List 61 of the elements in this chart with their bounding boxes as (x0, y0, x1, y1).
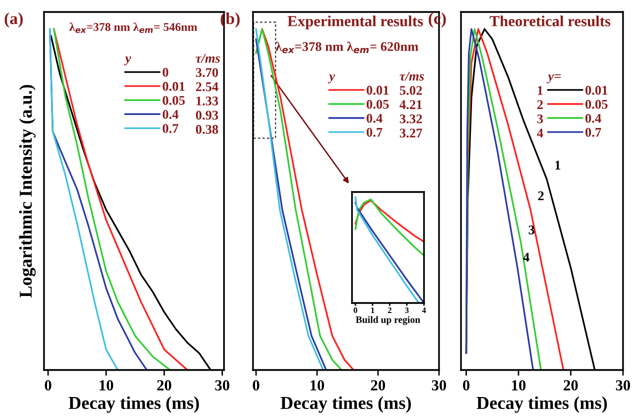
legend-label: 0.4 (585, 114, 602, 123)
x-tick-label: 30 (432, 380, 446, 390)
legend-label: 0 (162, 68, 168, 77)
annotation: 1.33 (196, 96, 218, 106)
annotation: 3.32 (400, 114, 422, 124)
annotation: 3 (537, 114, 543, 124)
annotation: 4 (536, 128, 544, 138)
annotation: 2 (538, 191, 544, 200)
x-tick-label: 0 (44, 380, 52, 390)
x-tick-label: 4 (422, 307, 426, 313)
annotation: 0.38 (196, 124, 218, 134)
x-tick-label: 30 (616, 380, 630, 390)
x-tick-label: 20 (564, 380, 578, 390)
x-tick-label: 0 (354, 307, 358, 314)
legend-label: 0.4 (162, 110, 178, 119)
x-tick-label: 30 (215, 380, 230, 390)
annotation: 1 (555, 160, 560, 170)
x-tick-label: 0 (462, 380, 470, 390)
x-tick-label: 20 (157, 380, 172, 390)
x-tick-label: 3 (405, 307, 409, 314)
annotation: 3.70 (196, 68, 218, 78)
x-tick-label: 2 (388, 307, 392, 313)
legend-label: 0.05 (585, 100, 608, 109)
legend-label: 0.05 (366, 100, 389, 109)
y-axis-title: Logarithmic Intensity (a.u.) (19, 84, 36, 298)
chart-title: Theoretical results (490, 16, 610, 26)
legend-label: 0.7 (162, 124, 178, 133)
annotation: 0.93 (196, 110, 218, 120)
x-tick-label: 20 (371, 380, 386, 390)
x-axis-title: Decay times (ms) (280, 396, 411, 413)
x-axis-title: Decay times (ms) (68, 396, 199, 413)
x-tick-label: 10 (310, 380, 324, 390)
x-tick-label: 1 (371, 307, 374, 313)
x-tick-label: 10 (100, 380, 114, 390)
legend-label: 0.05 (162, 96, 185, 105)
annotation: 4.21 (400, 100, 422, 110)
chart-title: Experimental results (288, 16, 423, 30)
legend-label: 0.4 (366, 114, 382, 123)
annotation: 3 (528, 226, 534, 234)
legend-title: y (328, 74, 336, 84)
annotation: τ/ms (400, 72, 424, 81)
annotation: 2 (537, 100, 543, 109)
legend-label: 0.7 (585, 128, 602, 137)
annotation: λ$_{ex}$=378 nm λ$_{em}$= 546nm (69, 22, 198, 33)
annotation: λ$_{ex}$=378 nm λ$_{em}$= 620nm (275, 42, 418, 54)
text: (a) (4, 12, 23, 28)
legend-title: y= (546, 74, 561, 84)
legend-label: 0.7 (366, 128, 382, 137)
annotation: τ/ms (196, 54, 220, 63)
x-tick-label: 0 (252, 380, 260, 390)
x-axis-title: Build up region (356, 316, 420, 326)
annotation: 5.02 (400, 86, 422, 95)
legend-label: 0.01 (162, 82, 185, 91)
x-tick-label: 10 (512, 380, 526, 390)
annotation: 1 (538, 86, 543, 95)
annotation: 3.27 (400, 128, 422, 138)
x-axis-title: Decay times (ms) (476, 396, 607, 413)
legend-label: 0.01 (366, 86, 389, 95)
annotation: 2.54 (196, 82, 218, 92)
legend-title: y (124, 56, 132, 66)
legend-label: 0.01 (585, 86, 608, 95)
